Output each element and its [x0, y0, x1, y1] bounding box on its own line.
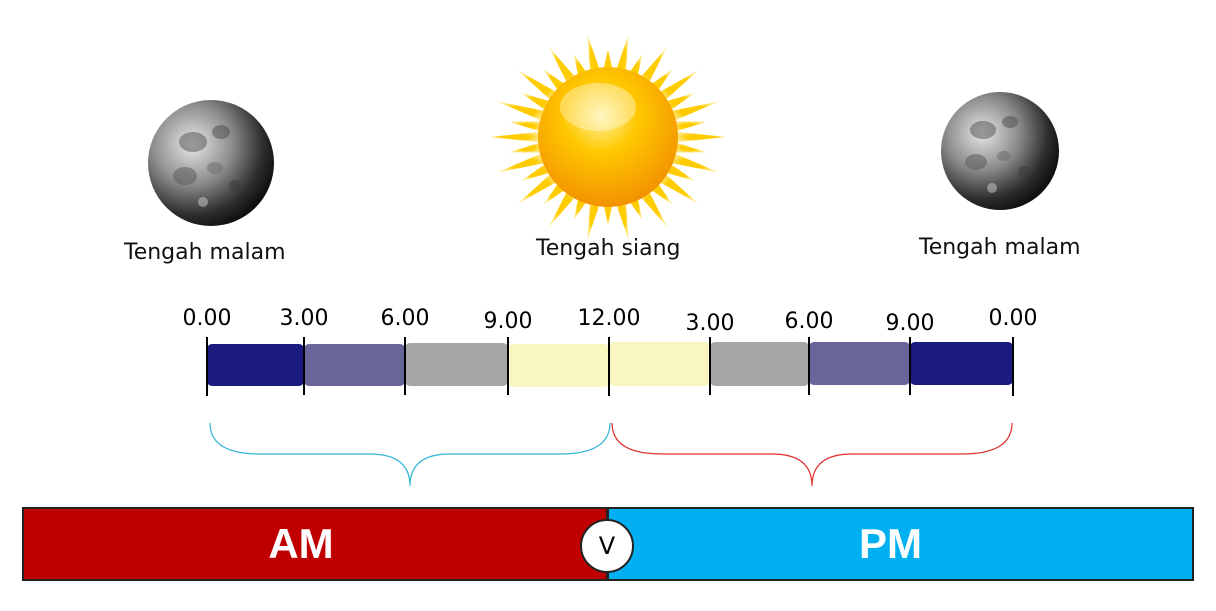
timeline-tick-label: 12.00 — [577, 306, 641, 331]
sun-ray — [521, 162, 553, 181]
sun-ray — [587, 196, 602, 240]
timeline-tick — [709, 337, 711, 395]
timeline-tick — [404, 337, 406, 395]
sun-ray — [669, 152, 719, 173]
timeline-tick-label: 0.00 — [988, 306, 1038, 331]
moon-icon — [148, 100, 274, 226]
sun-ray — [517, 172, 560, 204]
sun-ray — [549, 47, 580, 87]
timeline-segment — [609, 342, 710, 386]
timeline-tick-extension — [1012, 386, 1014, 396]
timeline-tick-label: 0.00 — [182, 306, 232, 331]
am-label: AM — [268, 520, 334, 567]
timeline-tick-label: 9.00 — [483, 309, 533, 334]
center-marker-label: V — [598, 532, 616, 560]
sun-ray — [656, 70, 699, 102]
timeline-tick — [303, 337, 305, 395]
timeline-tick — [608, 337, 610, 395]
timeline-tick — [1012, 337, 1014, 395]
sun-ray — [497, 152, 547, 173]
sun-ray — [673, 121, 707, 132]
timeline-tick-label: 9.00 — [885, 311, 935, 336]
sun-ray — [675, 131, 726, 143]
sun-ray — [517, 70, 560, 102]
timeline-tick — [808, 337, 810, 395]
left-moon-caption: Tengah malam — [124, 240, 286, 265]
timeline-tick-label: 6.00 — [380, 306, 430, 331]
sun-ray — [614, 34, 629, 78]
sun-ray — [636, 47, 667, 87]
sun-ray — [490, 131, 541, 143]
timeline-tick — [507, 337, 509, 395]
timeline-tick-label: 3.00 — [279, 306, 329, 331]
timeline-tick — [206, 337, 208, 395]
sun-ray — [587, 34, 602, 78]
sun-caption: Tengah siang — [536, 236, 681, 261]
brace-pm — [611, 422, 1013, 487]
right-moon-caption: Tengah malam — [919, 235, 1081, 260]
sun-ray — [509, 142, 543, 153]
sun-ray — [656, 172, 699, 204]
sun-ray — [509, 121, 543, 132]
timeline-tick-extension — [206, 386, 208, 396]
timeline-segment — [710, 342, 809, 386]
sun-icon — [490, 34, 726, 240]
sun-ray — [614, 196, 629, 240]
center-marker: V — [580, 519, 634, 573]
timeline-segment — [405, 343, 508, 386]
sun-ray — [521, 93, 553, 112]
timeline-segment — [304, 344, 405, 386]
timeline-tick-label: 6.00 — [784, 309, 834, 334]
pm-label: PM — [859, 520, 922, 567]
timeline-tick-label: 3.00 — [685, 311, 735, 336]
sun-ray — [669, 101, 719, 122]
am-bar: AM — [22, 507, 608, 581]
timeline-tick — [909, 337, 911, 395]
sun-ray — [549, 187, 580, 227]
timeline-segment — [910, 342, 1013, 385]
timeline-segment — [508, 344, 609, 387]
pm-bar: PM — [607, 507, 1194, 581]
brace-am — [209, 422, 611, 487]
sun-ray — [663, 93, 695, 112]
sun-ray — [497, 101, 547, 122]
moon-icon — [941, 92, 1059, 210]
timeline-segment — [207, 344, 304, 386]
timeline-tick-extension — [608, 386, 610, 396]
sun-ray — [663, 162, 695, 181]
timeline-segment — [809, 342, 910, 385]
sun-ray — [636, 187, 667, 227]
sun-ray — [673, 142, 707, 153]
